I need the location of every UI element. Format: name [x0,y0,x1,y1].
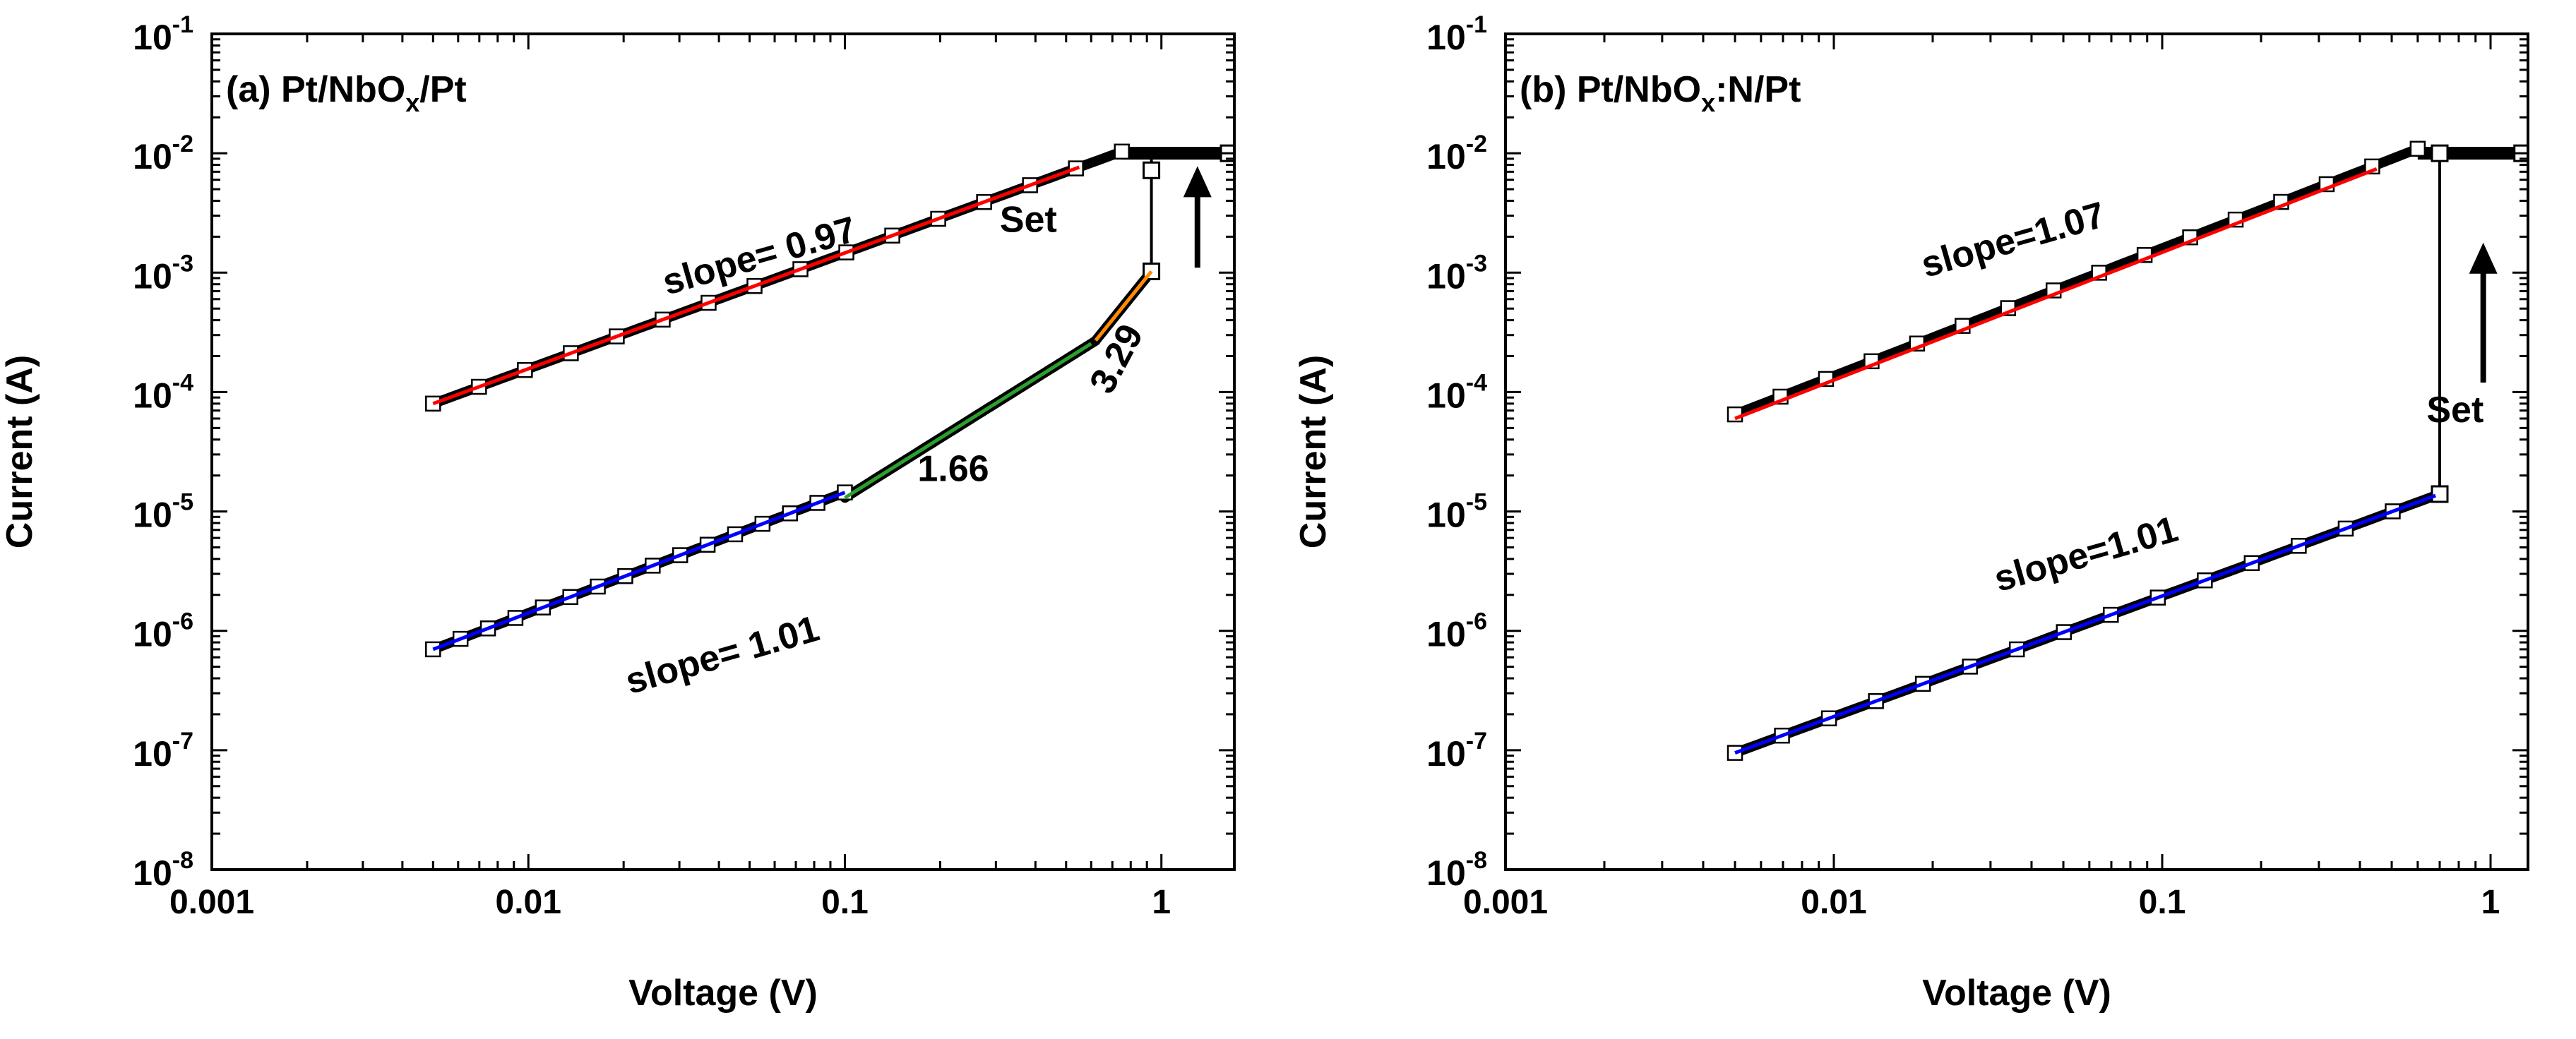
fit-hrs [1734,493,2436,755]
y-tick-label: 10-1 [133,11,193,57]
slope-hrs: slope=1.01 [1990,509,2183,600]
slope-lrs: slope=1.07 [1916,194,2109,285]
panel-a: 0.001 0.01 0.1 110-810-710-610-510-410-310-… [0,11,1236,1014]
x-axis-label: Voltage (V) [1922,973,2111,1014]
data-marker [2431,485,2449,503]
y-tick-base: 10 [1426,496,1466,535]
y-tick-label: 10-4 [1426,369,1487,415]
y-tick-base: 10 [133,615,172,654]
data-marker [2409,140,2426,157]
x-tick-label: 0.001 [169,884,254,921]
slope-steep: 3.29 [1082,318,1152,400]
slope-child: 1.66 [917,448,989,489]
y-tick-exponent: -8 [1466,847,1487,874]
x-tick-label: 0.1 [821,884,869,921]
slope-hrs: slope= 1.01 [621,608,823,702]
y-tick-exponent: -5 [1466,489,1487,516]
y-tick-exponent: -4 [1466,369,1487,396]
axes-frame [1504,32,2529,871]
y-tick-base: 10 [133,496,172,535]
y-tick-base: 10 [1426,18,1466,57]
y-tick-exponent: -3 [172,250,193,277]
ticks [210,32,1234,871]
x-tick-label: 1 [1152,884,1171,921]
fit-hrs-steep [1094,270,1153,342]
y-tick-base: 10 [1426,615,1466,654]
axes-frame [210,32,1236,871]
y-tick-label: 10-8 [1426,847,1487,893]
y-tick-exponent: -5 [172,489,193,516]
y-tick-exponent: -1 [1466,11,1487,38]
fit-hrs-child [844,342,1092,500]
y-tick-base: 10 [1426,853,1466,893]
panel-label: (b) Pt/NbOx:N/Pt [1520,69,1801,117]
y-tick-base: 10 [1426,376,1466,415]
plot-area [1727,140,2528,761]
y-tick-label: 10-6 [133,608,193,654]
y-tick-label: 10-4 [133,369,193,415]
panel-label: (a) Pt/NbOx/Pt [226,69,467,117]
data-marker [1727,406,1743,423]
ticks [1504,32,2528,871]
panel-label-subscript: x [1701,88,1715,117]
y-axis-label: Current (A) [0,355,40,548]
y-tick-exponent: -6 [172,608,193,635]
y-tick-label: 10-8 [133,847,193,893]
y-tick-label: 10-3 [133,250,193,296]
y-tick-exponent: -7 [172,728,193,755]
x-tick-label: 1 [2481,884,2500,921]
panel-label-rest: :N/Pt [1715,69,1801,110]
y-tick-label: 10-6 [1426,608,1487,654]
y-tick-base: 10 [133,734,172,774]
y-tick-base: 10 [1426,137,1466,176]
y-tick-exponent: -8 [172,847,193,874]
y-tick-base: 10 [133,137,172,176]
x-tick-label: 0.001 [1463,884,1548,921]
y-tick-base: 10 [133,376,172,415]
y-tick-label: 10-5 [1426,489,1487,535]
y-tick-exponent: -3 [1466,250,1487,277]
panel-label-subscript: x [405,88,419,117]
data-marker [2431,144,2449,162]
panel-label-main: (a) Pt/NbO [226,69,405,110]
y-tick-label: 10-1 [1426,11,1487,57]
y-tick-base: 10 [133,18,172,57]
fit-lrs [432,165,1080,406]
y-tick-label: 10-2 [133,131,193,176]
y-tick-base: 10 [1426,256,1466,296]
panel-label-main: (b) Pt/NbO [1520,69,1701,110]
data-marker [1143,161,1161,179]
y-tick-exponent: -7 [1466,728,1487,755]
x-axis-label: Voltage (V) [628,973,818,1014]
y-tick-base: 10 [133,256,172,296]
set-arrow-head [2469,242,2498,274]
plot-area [425,143,1234,658]
y-tick-base: 10 [1426,734,1466,774]
panel-b: 0.001 0.01 0.1 110-810-710-610-510-410-310-… [1293,11,2529,1014]
fit-lrs [1734,167,2378,421]
data-marker [1114,143,1130,160]
set-arrow-head [1183,166,1212,198]
y-axis-label: Current (A) [1293,355,1334,548]
fit-hrs-ohmic [432,491,846,651]
set-label: Set [1000,199,1057,240]
y-tick-base: 10 [133,853,172,893]
y-tick-label: 10-7 [133,728,193,774]
y-tick-exponent: -1 [172,11,193,38]
y-tick-exponent: -2 [172,131,193,157]
x-tick-label: 0.01 [1801,884,1866,921]
y-tick-label: 10-2 [1426,131,1487,176]
y-tick-label: 10-7 [1426,728,1487,774]
x-tick-label: 0.01 [496,884,561,921]
x-tick-label: 0.1 [2139,884,2186,921]
data-series-LRS [1730,143,2423,420]
panel-label-rest: /Pt [419,69,466,110]
y-tick-exponent: -6 [1466,608,1487,635]
y-tick-exponent: -2 [1466,131,1487,157]
y-tick-label: 10-5 [133,489,193,535]
set-label: Set [2426,390,2483,431]
y-tick-label: 10-3 [1426,250,1487,296]
y-tick-exponent: -4 [172,369,193,396]
